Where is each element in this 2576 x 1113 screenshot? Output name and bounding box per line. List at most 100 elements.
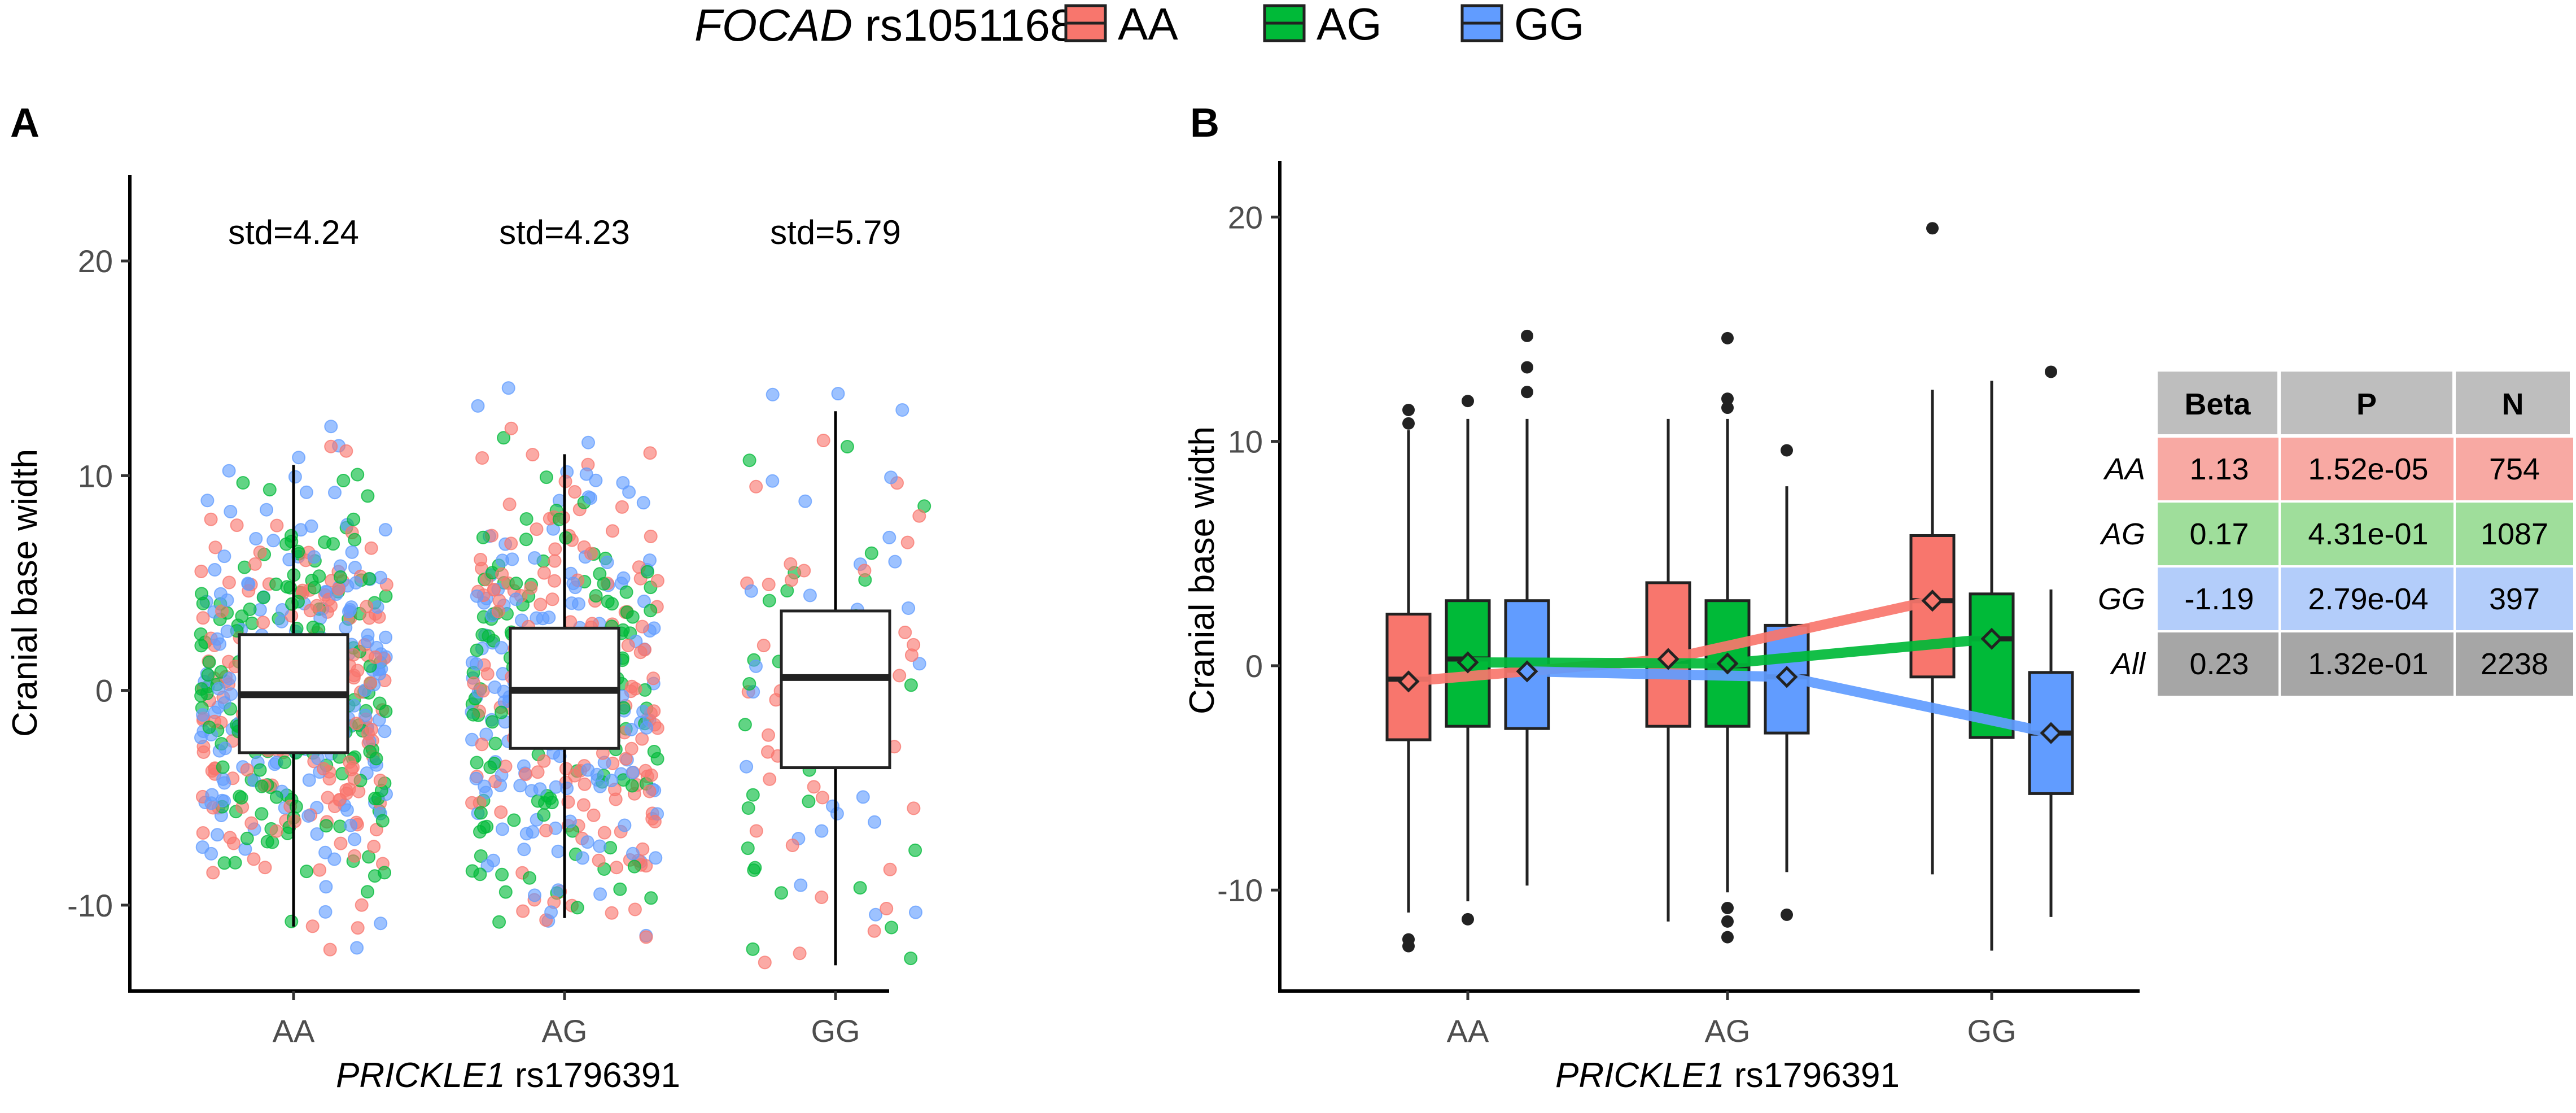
panel-a-jitter-point <box>208 540 222 555</box>
panel-a-jitter-point <box>793 946 807 961</box>
panel-a-jitter-point <box>647 704 661 718</box>
panel-a-jitter-point <box>507 813 521 827</box>
stats-table-value: 4.31e-01 <box>2308 517 2428 551</box>
stats-table-cell <box>2158 438 2278 500</box>
panel-a-jitter-point <box>470 756 484 770</box>
panel-a-jitter-point <box>204 846 218 861</box>
panel-a-jitter-point <box>256 591 270 604</box>
panel-b-outlier-gg <box>1781 908 1793 921</box>
panel-a-jitter-point <box>255 779 269 793</box>
panel-a-jitter-point <box>480 819 494 833</box>
panel-a-jitter-point <box>816 434 830 447</box>
panel-a-jitter-point <box>210 632 224 646</box>
panel-a-jitter-point <box>474 806 488 820</box>
panel-a-jitter-point <box>762 578 776 591</box>
panel-a-jitter-point <box>374 916 388 931</box>
panel-a-jitter-point <box>637 594 651 608</box>
panel-a-jitter-point <box>815 791 829 805</box>
panel-a-jitter-point <box>327 852 342 866</box>
panel-a-jitter-point <box>367 840 381 854</box>
panel-a-jitter-point <box>324 420 338 434</box>
panel-a-jitter-point <box>528 551 541 565</box>
panel-b-y-axis-label: Cranial base width <box>1183 426 1222 714</box>
panel-a-jitter-point <box>644 768 658 782</box>
panel-a-jitter-point <box>217 856 231 870</box>
panel-a-jitter-point <box>530 611 544 625</box>
panel-b-y-ticks: -10 0 10 20 <box>1217 199 1280 908</box>
panel-a-jitter-point <box>305 919 320 933</box>
panel-a-jitter-point <box>495 822 509 836</box>
panel-a-jitter-point <box>478 779 491 793</box>
panel-a-jitter-point <box>299 485 313 499</box>
panel-b-mean-ag <box>1716 652 1739 675</box>
legend-gene: FOCAD <box>694 0 852 50</box>
panel-b-x-snp: rs1796391 <box>1725 1056 1900 1095</box>
panel-a-jitter-point <box>487 853 500 867</box>
panel-a-y-tick-label: -10 <box>67 888 113 923</box>
panel-a-jitter-point <box>467 676 481 690</box>
panel-a-jitter-point <box>324 439 338 453</box>
panel-a-jitter-point <box>766 474 780 488</box>
panel-a-jitter-point <box>240 831 254 845</box>
panel-a-jitter-point <box>519 767 533 782</box>
panel-a-jitter-point <box>196 611 210 625</box>
panel-a-jitter-point <box>766 387 780 401</box>
panel-a-jitter-point <box>491 604 505 618</box>
panel-a-jitter-point <box>242 577 256 591</box>
panel-a-jitter-point <box>867 924 881 938</box>
panel-a-jitter-point <box>650 574 664 588</box>
panel-a-jitter-point <box>580 835 594 849</box>
panel-a-jitter-point <box>797 564 811 578</box>
panel-a-jitter-point <box>530 522 544 536</box>
panel-a-jitter-point <box>215 604 229 618</box>
panel-a-jitter-point <box>269 790 283 804</box>
stats-table-cell <box>2281 503 2453 565</box>
panel-a-jitter-point <box>222 464 236 478</box>
panel-a-jitter-point <box>492 915 506 929</box>
panel-a-jitter-point <box>912 509 926 523</box>
panel-a-jitter-point <box>217 549 231 564</box>
panel-a-jitter-point <box>513 779 527 793</box>
panel-a-jitter-point <box>544 905 558 919</box>
panel-b-means <box>1397 590 2062 744</box>
panel-a-jitter-point <box>343 603 357 617</box>
panel-a-jitter-point <box>368 650 382 664</box>
panel-a-jitter-point <box>509 592 523 606</box>
panel-b-outlier-ag <box>1462 913 1474 926</box>
panel-a-jitter-point <box>236 476 250 490</box>
panel-a-jitter-point <box>644 891 658 905</box>
panel-b-x-tick-label: AG <box>1705 1013 1751 1049</box>
panel-a-jitter-point <box>748 861 762 875</box>
stats-table-cell <box>2158 503 2278 565</box>
panel-a-jitter-point <box>815 824 829 838</box>
panel-b-mean-gg <box>2040 722 2062 744</box>
panel-a-jitter-point <box>253 545 267 559</box>
panel-a-jitter-point <box>260 503 273 517</box>
panel-a-jitter-point <box>548 542 562 556</box>
panel-a-x-ticks: AA AG GG <box>273 991 860 1049</box>
panel-a-jitter-point <box>339 444 353 458</box>
panel-a-jitter-point <box>318 845 333 859</box>
panel-a-jitter-point <box>615 500 629 514</box>
panel-b-y-tick-label: 0 <box>1245 648 1263 684</box>
panel-a-x-tick-label: AG <box>542 1013 588 1049</box>
panel-b-outlier-ag <box>1721 931 1734 944</box>
panel-b-outlier-gg <box>1521 386 1533 399</box>
panel-a-jitter-point <box>880 902 894 915</box>
panel-a-jitter-point <box>628 682 642 696</box>
panel-a-jitter-point <box>504 536 518 551</box>
panel-a-y-tick-label: 10 <box>78 458 113 494</box>
panel-a-jitter-point <box>352 784 366 798</box>
panel-a-jitter-point <box>593 779 607 793</box>
panel-a-jitter-point <box>218 741 232 756</box>
panel-a-jitter-point <box>471 399 485 413</box>
panel-a-jitter-point <box>470 589 484 603</box>
panel-a-jitter-point <box>605 906 619 920</box>
panel-a-jitter-point <box>784 573 798 587</box>
panel-a-jitter-point <box>644 604 658 618</box>
panel-b: -10 0 10 20 AA AG GG Cranial base width PRICK… <box>1183 161 2140 1095</box>
panel-a-jitter-point <box>888 555 902 569</box>
panel-a-jitter-point <box>196 826 210 840</box>
panel-b-x-ticks: AA AG GG <box>1447 991 2017 1049</box>
